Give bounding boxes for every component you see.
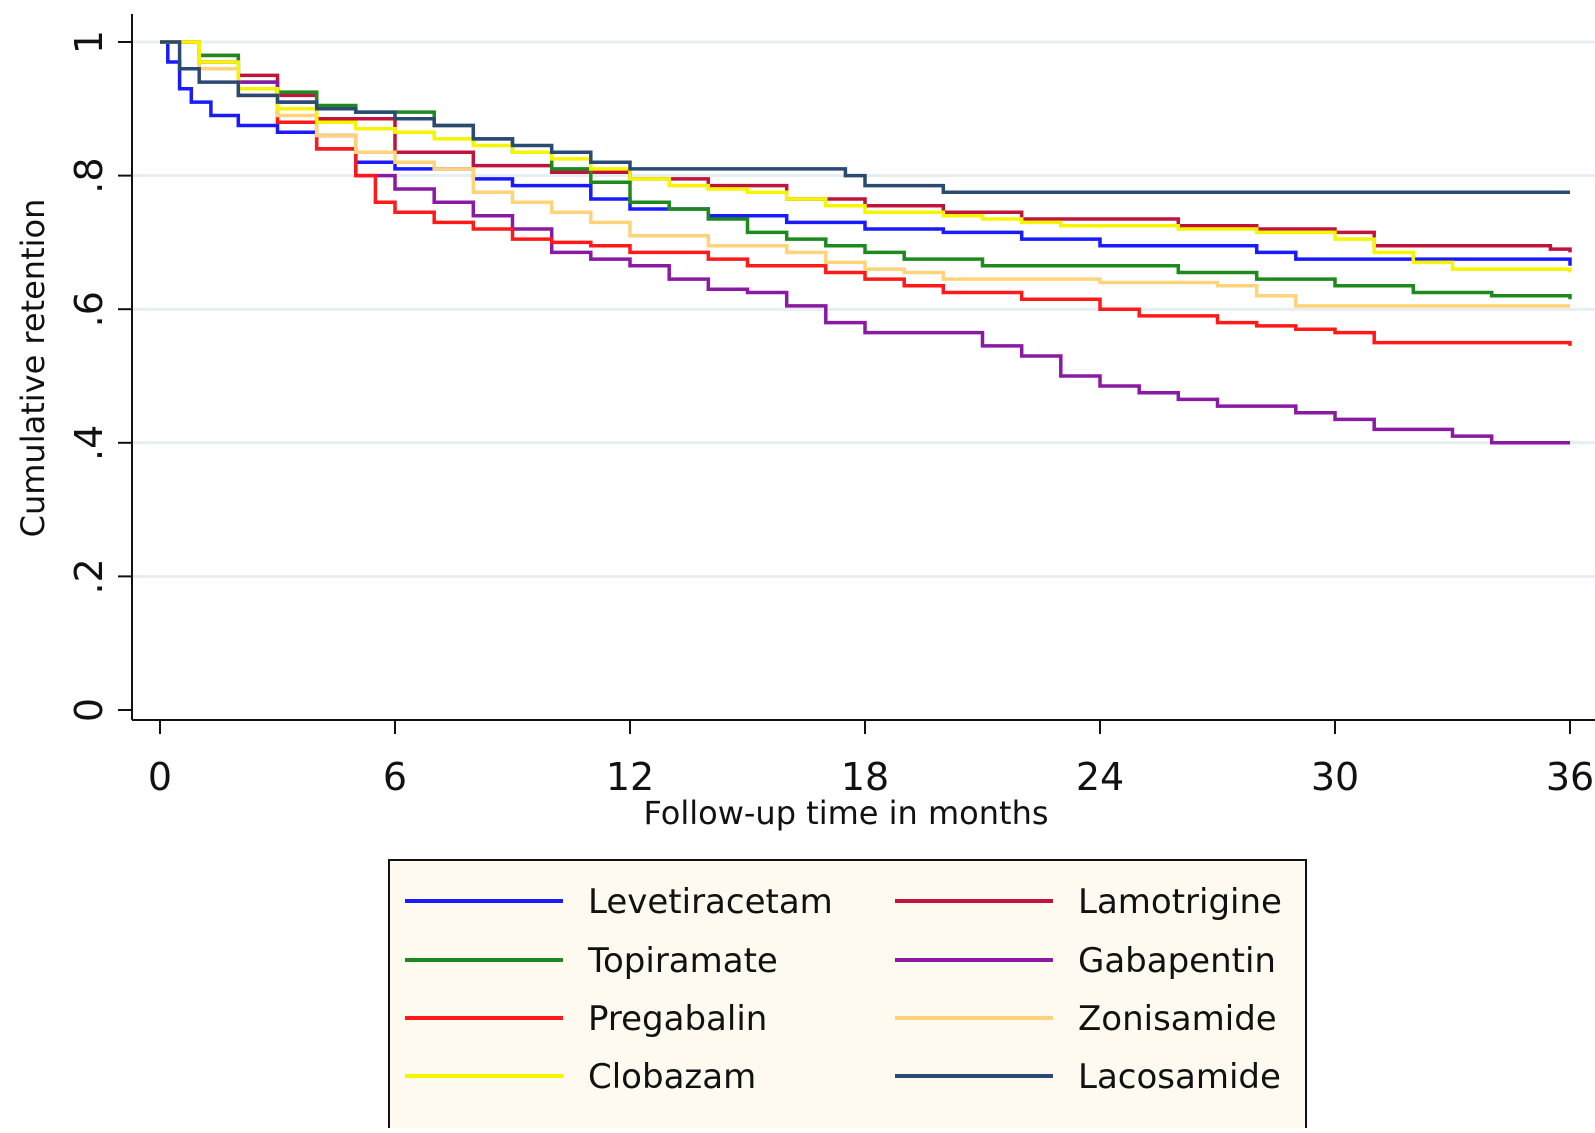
x-tick-label: 24: [1076, 755, 1124, 799]
x-ticks: 0 6 12 18 24 30 36: [148, 720, 1594, 799]
y-tick-label: .4: [67, 425, 111, 461]
legend-label-zonisamide: Zonisamide: [1078, 999, 1277, 1039]
series-line-gabapentin: [160, 40, 1570, 445]
series-line-levetiracetam: [160, 40, 1572, 266]
x-tick-label: 30: [1311, 755, 1359, 799]
legend-label-lacosamide: Lacosamide: [1078, 1057, 1281, 1097]
x-axis-title: Follow-up time in months: [643, 794, 1048, 832]
legend-label-pregabalin: Pregabalin: [588, 999, 767, 1039]
x-tick-label: 18: [841, 755, 889, 799]
legend-label-gabapentin: Gabapentin: [1078, 941, 1276, 981]
y-tick-label: .6: [67, 291, 111, 327]
legend: Levetiracetam Lamotrigine Topiramate Gabape…: [388, 859, 1307, 1131]
series-line-topiramate: [160, 40, 1572, 300]
y-tick-label: .8: [67, 157, 111, 193]
x-tick-label: 36: [1546, 755, 1594, 799]
y-axis-title: Cumulative retention: [14, 199, 52, 538]
y-ticks: 0 .2 .4 .6 .8 1: [67, 30, 132, 722]
legend-label-clobazam: Clobazam: [588, 1057, 756, 1097]
legend-label-levetiracetam: Levetiracetam: [588, 882, 833, 922]
legend-box: [388, 859, 1307, 1131]
x-tick-label: 6: [383, 755, 407, 799]
axes: [131, 14, 1595, 721]
y-tick-label: .2: [67, 558, 111, 594]
x-tick-label: 0: [148, 755, 172, 799]
series-line-zonisamide: [160, 40, 1570, 308]
series-line-clobazam: [160, 40, 1572, 273]
series-lines: [160, 40, 1572, 445]
x-tick-label: 12: [606, 755, 654, 799]
series-line-pregabalin: [160, 40, 1572, 346]
legend-label-topiramate: Topiramate: [587, 941, 778, 981]
y-tick-label: 0: [67, 698, 111, 722]
y-tick-label: 1: [67, 30, 111, 54]
legend-label-lamotrigine: Lamotrigine: [1078, 882, 1282, 922]
series-line-lacosamide: [160, 40, 1570, 195]
